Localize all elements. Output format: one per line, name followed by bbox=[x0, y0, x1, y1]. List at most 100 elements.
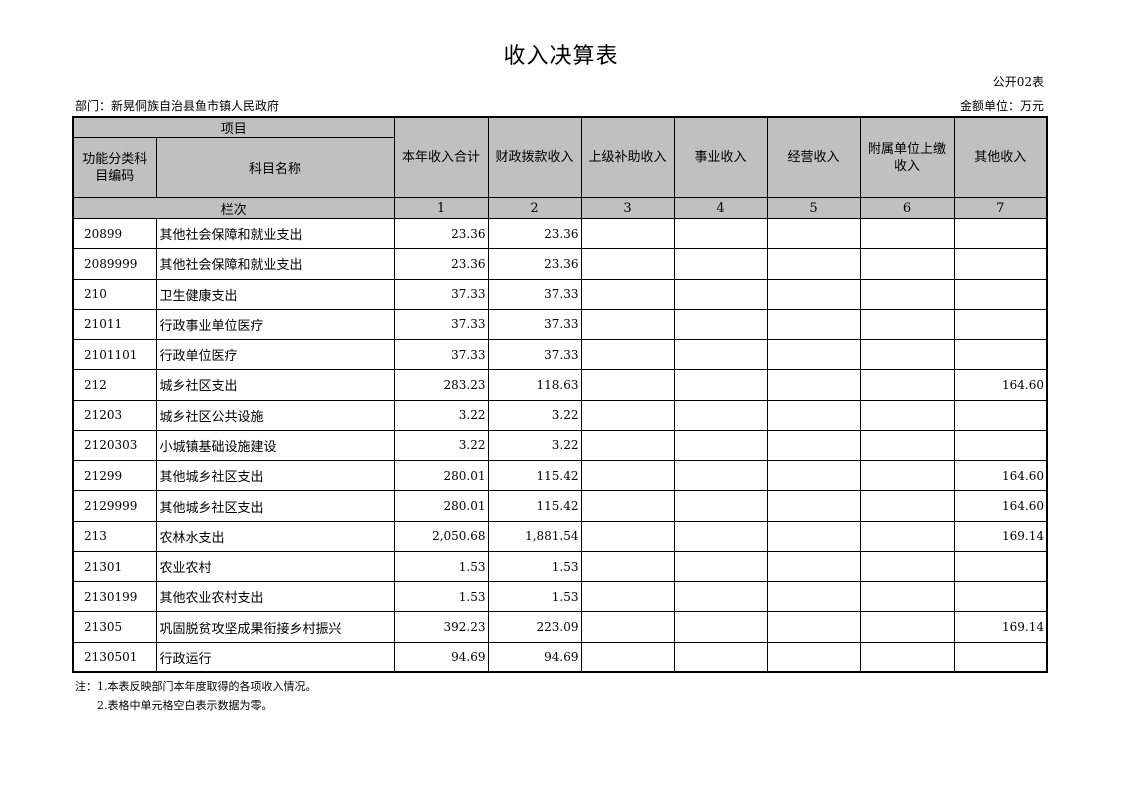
cell-value bbox=[953, 339, 1048, 371]
cell-value: 23.36 bbox=[393, 217, 489, 250]
cell-value bbox=[673, 278, 768, 310]
cell-value: 23.36 bbox=[487, 248, 582, 280]
header-col: 附属单位上缴收入 bbox=[859, 116, 955, 198]
table-row: 21305 巩固脱贫攻坚成果衔接乡村振兴 392.23 223.09 169.14 bbox=[72, 611, 1048, 643]
table-row: 20899 其他社会保障和就业支出 23.36 23.36 bbox=[72, 217, 1048, 250]
cell-value: 23.36 bbox=[393, 248, 489, 280]
cell-value: 164.60 bbox=[953, 490, 1048, 522]
cell-code: 2089999 bbox=[72, 248, 157, 280]
cell-value: 94.69 bbox=[393, 641, 489, 673]
cell-value: 37.33 bbox=[487, 278, 582, 310]
table-row: 2129999 其他城乡社区支出 280.01 115.42 164.60 bbox=[72, 490, 1048, 522]
cell-value bbox=[953, 308, 1048, 341]
table-row: 2130199 其他农业农村支出 1.53 1.53 bbox=[72, 581, 1048, 613]
note: 注：1.本表反映部门本年度取得的各项收入情况。 bbox=[75, 680, 317, 693]
cell-value bbox=[766, 490, 861, 522]
cell-value bbox=[953, 217, 1048, 250]
cell-value bbox=[859, 581, 955, 613]
table-row: 21203 城乡社区公共设施 3.22 3.22 bbox=[72, 399, 1048, 431]
cell-value bbox=[580, 581, 675, 613]
cell-value bbox=[859, 490, 955, 522]
header-col: 其他收入 bbox=[953, 116, 1048, 198]
table-row: 2120303 小城镇基础设施建设 3.22 3.22 bbox=[72, 429, 1048, 462]
cell-value bbox=[766, 369, 861, 401]
cell-value: 37.33 bbox=[487, 308, 582, 341]
header-item: 项目 bbox=[72, 116, 395, 138]
cell-code: 21305 bbox=[72, 611, 157, 643]
cell-name: 农林水支出 bbox=[155, 520, 395, 552]
cell-value: 169.14 bbox=[953, 520, 1048, 552]
cell-value: 37.33 bbox=[393, 308, 489, 341]
header-col: 经营收入 bbox=[766, 116, 861, 198]
cell-value: 23.36 bbox=[487, 217, 582, 250]
cell-value: 169.14 bbox=[953, 611, 1048, 643]
cell-value bbox=[673, 369, 768, 401]
cell-value bbox=[859, 217, 955, 250]
cell-value: 94.69 bbox=[487, 641, 582, 673]
cell-code: 2120303 bbox=[72, 429, 157, 462]
cell-value bbox=[580, 369, 675, 401]
cell-value bbox=[580, 248, 675, 280]
cell-code: 21301 bbox=[72, 550, 157, 583]
cell-value bbox=[953, 429, 1048, 462]
cell-value bbox=[766, 278, 861, 310]
cell-value bbox=[766, 611, 861, 643]
cell-value: 1.53 bbox=[393, 581, 489, 613]
cell-code: 210 bbox=[72, 278, 157, 310]
cell-value bbox=[859, 369, 955, 401]
cell-value: 223.09 bbox=[487, 611, 582, 643]
cell-value bbox=[766, 308, 861, 341]
cell-value bbox=[580, 429, 675, 462]
cell-value bbox=[673, 490, 768, 522]
cell-name: 城乡社区支出 bbox=[155, 369, 395, 401]
cell-value bbox=[953, 581, 1048, 613]
cell-value bbox=[580, 460, 675, 492]
page-title: 收入决算表 bbox=[503, 44, 619, 69]
table-row: 212 城乡社区支出 283.23 118.63 164.60 bbox=[72, 369, 1048, 401]
cell-value: 164.60 bbox=[953, 369, 1048, 401]
cell-value bbox=[766, 399, 861, 431]
cell-value: 37.33 bbox=[393, 278, 489, 310]
cell-value bbox=[673, 611, 768, 643]
table-code: 公开02表 bbox=[992, 75, 1044, 89]
seq-number: 4 bbox=[673, 197, 768, 219]
cell-value: 3.22 bbox=[487, 399, 582, 431]
cell-code: 21299 bbox=[72, 460, 157, 492]
income-table: 项目 本年收入合计 财政拨款收入 上级补助收入 事业收入 经营收入 附属单位上缴… bbox=[72, 116, 1048, 674]
table-row: 21299 其他城乡社区支出 280.01 115.42 164.60 bbox=[72, 460, 1048, 492]
cell-code: 212 bbox=[72, 369, 157, 401]
cell-value bbox=[766, 248, 861, 280]
cell-name: 行政事业单位医疗 bbox=[155, 308, 395, 341]
cell-name: 巩固脱贫攻坚成果衔接乡村振兴 bbox=[155, 611, 395, 643]
cell-value bbox=[580, 611, 675, 643]
cell-value bbox=[766, 581, 861, 613]
cell-value bbox=[766, 520, 861, 552]
cell-value: 280.01 bbox=[393, 460, 489, 492]
header-col: 财政拨款收入 bbox=[487, 116, 582, 198]
cell-name: 行政单位医疗 bbox=[155, 339, 395, 371]
header-col: 上级补助收入 bbox=[580, 116, 675, 198]
notes: 注：1.本表反映部门本年度取得的各项收入情况。 2.表格中单元格空白表示数据为零… bbox=[75, 677, 317, 715]
cell-value bbox=[859, 278, 955, 310]
table-row: 2130501 行政运行 94.69 94.69 bbox=[72, 641, 1048, 673]
cell-value bbox=[859, 429, 955, 462]
cell-code: 2101101 bbox=[72, 339, 157, 371]
table-row: 213 农林水支出 2,050.68 1,881.54 169.14 bbox=[72, 520, 1048, 552]
header-seq-label: 栏次 bbox=[72, 197, 395, 219]
cell-name: 其他社会保障和就业支出 bbox=[155, 248, 395, 280]
cell-value bbox=[859, 641, 955, 673]
seq-number: 3 bbox=[580, 197, 675, 219]
cell-value bbox=[673, 460, 768, 492]
cell-value bbox=[673, 217, 768, 250]
cell-value bbox=[766, 550, 861, 583]
cell-value: 1,881.54 bbox=[487, 520, 582, 552]
cell-value bbox=[859, 308, 955, 341]
department-label: 部门：新晃侗族自治县鱼市镇人民政府 bbox=[75, 99, 280, 113]
header-name: 科目名称 bbox=[155, 137, 395, 198]
cell-value bbox=[673, 429, 768, 462]
cell-value bbox=[580, 641, 675, 673]
cell-name: 城乡社区公共设施 bbox=[155, 399, 395, 431]
cell-value bbox=[580, 278, 675, 310]
cell-value bbox=[766, 429, 861, 462]
cell-code: 2130501 bbox=[72, 641, 157, 673]
